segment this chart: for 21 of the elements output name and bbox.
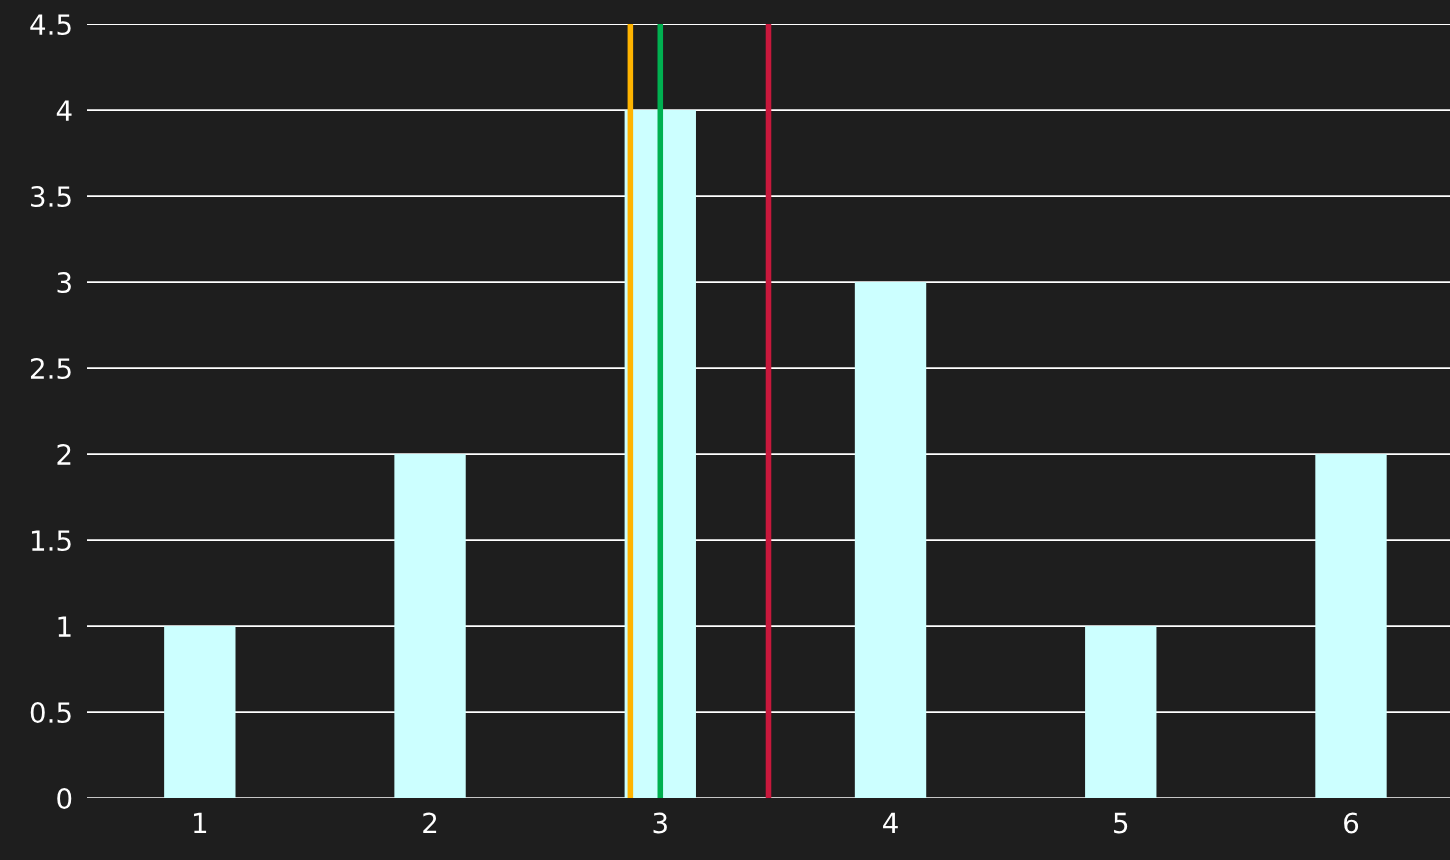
bar	[854, 282, 927, 799]
y-tick-label: 3.5	[31, 186, 71, 208]
x-tick-label: 3	[653, 812, 667, 834]
y-tick-label: 0.5	[30, 702, 71, 724]
x-tick-label: 6	[1344, 812, 1359, 834]
x-tick-label: 1	[194, 812, 207, 834]
y-tick-label: 1	[58, 616, 71, 637]
y-tick-label: 4.5	[30, 14, 71, 36]
bar	[1085, 626, 1157, 799]
x-tick-label: 2	[423, 812, 437, 834]
x-tick-label: 5	[1114, 812, 1128, 834]
y-tick-label: 4	[56, 100, 72, 121]
y-tick-label: 3	[57, 272, 71, 294]
y-tick-label: 1.5	[31, 530, 71, 552]
bar	[394, 454, 466, 799]
y-tick-label: 0	[57, 788, 72, 810]
y-tick-label: 2.5	[30, 358, 71, 380]
bar	[164, 626, 236, 799]
y-tick-label: 2	[57, 444, 71, 465]
x-tick-label: 4	[883, 812, 898, 834]
bar	[1315, 454, 1387, 799]
